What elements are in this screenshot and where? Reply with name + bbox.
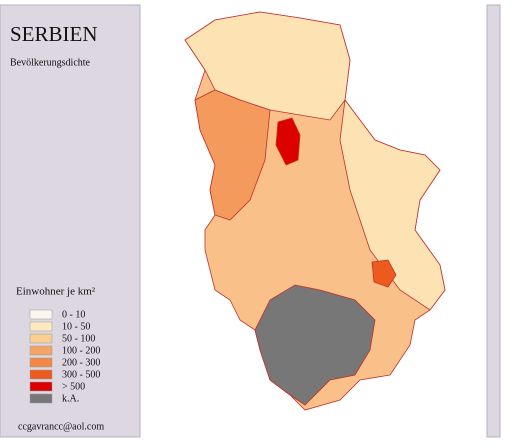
legend-swatch bbox=[29, 345, 53, 356]
legend-swatch bbox=[29, 381, 53, 392]
legend-label: > 500 bbox=[62, 381, 85, 392]
kosovo bbox=[254, 284, 376, 406]
legend-swatch bbox=[29, 333, 53, 344]
legend-swatch bbox=[29, 369, 53, 380]
side-panel bbox=[0, 4, 141, 438]
legend-swatch bbox=[29, 357, 53, 368]
legend-label: 50 - 100 bbox=[62, 333, 95, 344]
nis bbox=[371, 259, 397, 288]
legend-swatch bbox=[29, 321, 53, 332]
legend-label: 10 - 50 bbox=[62, 321, 90, 332]
footer: ccgavrancc@aol.com bbox=[18, 421, 104, 432]
legend-label: k.A. bbox=[62, 393, 79, 404]
legend-swatch bbox=[29, 309, 53, 320]
map bbox=[184, 11, 446, 411]
subtitle: Bevölkerungsdichte bbox=[10, 57, 91, 68]
legend-swatch bbox=[29, 393, 53, 404]
west-region bbox=[194, 89, 271, 221]
legend-label: 300 - 500 bbox=[62, 369, 100, 380]
legend-label: 100 - 200 bbox=[62, 345, 100, 356]
title: SERBIEN bbox=[10, 22, 98, 46]
east-region bbox=[339, 98, 446, 311]
belgrade bbox=[275, 117, 301, 166]
vojvodina-region bbox=[184, 11, 351, 121]
legend-label: 200 - 300 bbox=[62, 357, 100, 368]
right-strip bbox=[486, 4, 501, 438]
legend-label: 0 - 10 bbox=[62, 309, 85, 320]
legend-title: Einwohner je km² bbox=[16, 286, 96, 298]
